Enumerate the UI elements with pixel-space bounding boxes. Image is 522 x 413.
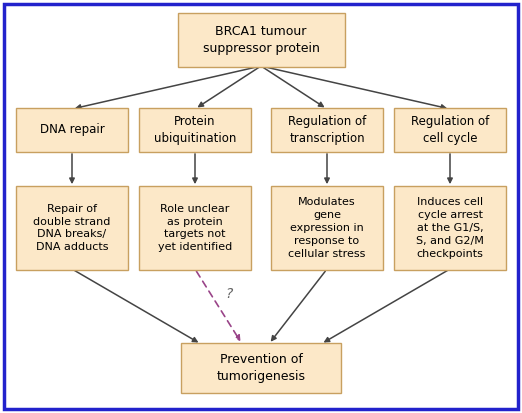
Text: Protein
ubiquitination: Protein ubiquitination [154, 115, 236, 145]
Text: DNA repair: DNA repair [40, 123, 104, 137]
Text: BRCA1 tumour
suppressor protein: BRCA1 tumour suppressor protein [203, 25, 319, 55]
FancyBboxPatch shape [271, 108, 383, 152]
FancyBboxPatch shape [271, 186, 383, 270]
FancyBboxPatch shape [16, 108, 128, 152]
Text: Role unclear
as protein
targets not
yet identified: Role unclear as protein targets not yet … [158, 204, 232, 252]
Text: Modulates
gene
expression in
response to
cellular stress: Modulates gene expression in response to… [288, 197, 366, 259]
FancyBboxPatch shape [181, 343, 341, 393]
FancyBboxPatch shape [16, 186, 128, 270]
Text: Prevention of
tumorigenesis: Prevention of tumorigenesis [217, 353, 305, 383]
FancyBboxPatch shape [139, 108, 251, 152]
FancyBboxPatch shape [394, 108, 506, 152]
Text: Repair of
double strand
DNA breaks/
DNA adducts: Repair of double strand DNA breaks/ DNA … [33, 204, 111, 252]
FancyBboxPatch shape [394, 186, 506, 270]
Text: ?: ? [225, 287, 232, 301]
FancyBboxPatch shape [177, 13, 345, 67]
Text: Regulation of
transcription: Regulation of transcription [288, 115, 366, 145]
Text: Regulation of
cell cycle: Regulation of cell cycle [411, 115, 489, 145]
Text: Induces cell
cycle arrest
at the G1/S,
S, and G2/M
checkpoints: Induces cell cycle arrest at the G1/S, S… [416, 197, 484, 259]
FancyBboxPatch shape [139, 186, 251, 270]
